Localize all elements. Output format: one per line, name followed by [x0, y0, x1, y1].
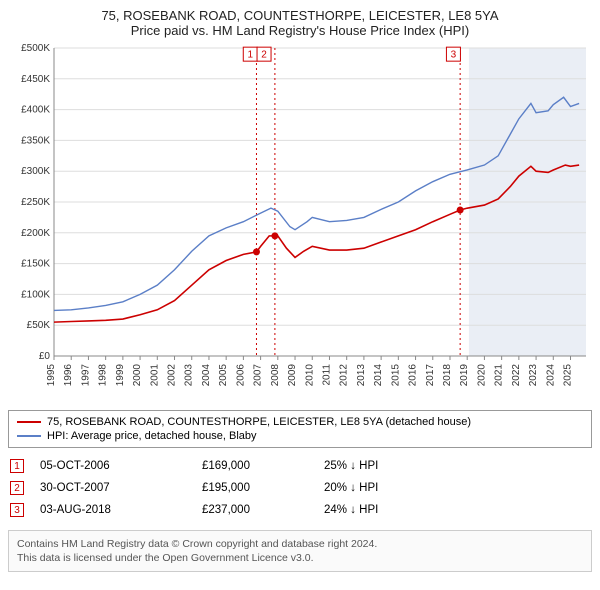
svg-text:£500K: £500K: [21, 43, 50, 54]
svg-text:2007: 2007: [253, 364, 264, 387]
svg-text:£400K: £400K: [21, 105, 50, 116]
svg-text:2017: 2017: [425, 364, 436, 387]
svg-text:2: 2: [261, 50, 267, 61]
svg-text:3: 3: [451, 50, 457, 61]
svg-text:2006: 2006: [235, 364, 246, 387]
svg-text:1: 1: [247, 50, 253, 61]
svg-text:£200K: £200K: [21, 228, 50, 239]
svg-text:2022: 2022: [511, 364, 522, 387]
svg-text:1996: 1996: [63, 364, 74, 387]
legend-item: 75, ROSEBANK ROAD, COUNTESTHORPE, LEICES…: [17, 415, 583, 429]
event-price: £237,000: [202, 500, 322, 520]
sale-events-table: 1 05-OCT-2006£169,00025% ↓ HPI 2 30-OCT-200…: [8, 454, 466, 522]
event-marker: 3: [10, 503, 24, 517]
svg-text:1999: 1999: [115, 364, 126, 387]
svg-text:£250K: £250K: [21, 197, 50, 208]
event-pct: 25% ↓ HPI: [324, 456, 464, 476]
svg-text:2015: 2015: [390, 364, 401, 387]
svg-text:2003: 2003: [184, 364, 195, 387]
footer-line-1: Contains HM Land Registry data © Crown c…: [17, 537, 583, 551]
attribution-footer: Contains HM Land Registry data © Crown c…: [8, 530, 592, 572]
svg-text:2001: 2001: [149, 364, 160, 387]
svg-text:2021: 2021: [494, 364, 505, 387]
svg-text:2005: 2005: [218, 364, 229, 387]
svg-text:1998: 1998: [98, 364, 109, 387]
line-chart: £0 £50K £100K £150K £200K £250K £300K £350K £400…: [8, 42, 592, 402]
title-line-2: Price paid vs. HM Land Registry's House …: [8, 23, 592, 38]
svg-text:£0: £0: [39, 351, 51, 362]
svg-text:1997: 1997: [80, 364, 91, 387]
event-row: 2 30-OCT-2007£195,00020% ↓ HPI: [10, 478, 464, 498]
svg-text:2009: 2009: [287, 364, 298, 387]
event-marker: 2: [10, 481, 24, 495]
svg-text:1995: 1995: [46, 364, 57, 387]
svg-text:2010: 2010: [304, 364, 315, 387]
svg-text:2014: 2014: [373, 364, 384, 387]
svg-text:2004: 2004: [201, 364, 212, 387]
svg-text:2002: 2002: [167, 364, 178, 387]
legend-label: 75, ROSEBANK ROAD, COUNTESTHORPE, LEICES…: [47, 416, 471, 428]
event-row: 3 03-AUG-2018£237,00024% ↓ HPI: [10, 500, 464, 520]
legend-label: HPI: Average price, detached house, Blab…: [47, 430, 257, 442]
event-pct: 20% ↓ HPI: [324, 478, 464, 498]
event-marker: 1: [10, 459, 24, 473]
svg-text:2020: 2020: [476, 364, 487, 387]
legend-swatch: [17, 435, 41, 437]
svg-text:2000: 2000: [132, 364, 143, 387]
legend-item: HPI: Average price, detached house, Blab…: [17, 429, 583, 443]
svg-text:2013: 2013: [356, 364, 367, 387]
svg-text:2008: 2008: [270, 364, 281, 387]
svg-text:£450K: £450K: [21, 74, 50, 85]
svg-text:2025: 2025: [563, 364, 574, 387]
svg-text:2016: 2016: [408, 364, 419, 387]
svg-text:£150K: £150K: [21, 259, 50, 270]
legend-swatch: [17, 421, 41, 423]
event-pct: 24% ↓ HPI: [324, 500, 464, 520]
svg-text:2019: 2019: [459, 364, 470, 387]
title-line-1: 75, ROSEBANK ROAD, COUNTESTHORPE, LEICES…: [8, 8, 592, 23]
chart-container: £0 £50K £100K £150K £200K £250K £300K £350K £400…: [8, 42, 592, 402]
svg-text:£350K: £350K: [21, 135, 50, 146]
legend-box: 75, ROSEBANK ROAD, COUNTESTHORPE, LEICES…: [8, 410, 592, 448]
event-date: 30-OCT-2007: [40, 478, 200, 498]
event-price: £169,000: [202, 456, 322, 476]
svg-text:£300K: £300K: [21, 166, 50, 177]
svg-text:2011: 2011: [321, 364, 332, 386]
svg-text:2023: 2023: [528, 364, 539, 387]
footer-line-2: This data is licensed under the Open Gov…: [17, 551, 583, 565]
svg-text:2012: 2012: [339, 364, 350, 387]
chart-title-block: 75, ROSEBANK ROAD, COUNTESTHORPE, LEICES…: [8, 8, 592, 38]
event-row: 1 05-OCT-2006£169,00025% ↓ HPI: [10, 456, 464, 476]
svg-text:2018: 2018: [442, 364, 453, 387]
event-price: £195,000: [202, 478, 322, 498]
svg-text:£50K: £50K: [27, 320, 51, 331]
event-date: 05-OCT-2006: [40, 456, 200, 476]
svg-text:2024: 2024: [545, 364, 556, 387]
event-date: 03-AUG-2018: [40, 500, 200, 520]
svg-text:£100K: £100K: [21, 289, 50, 300]
